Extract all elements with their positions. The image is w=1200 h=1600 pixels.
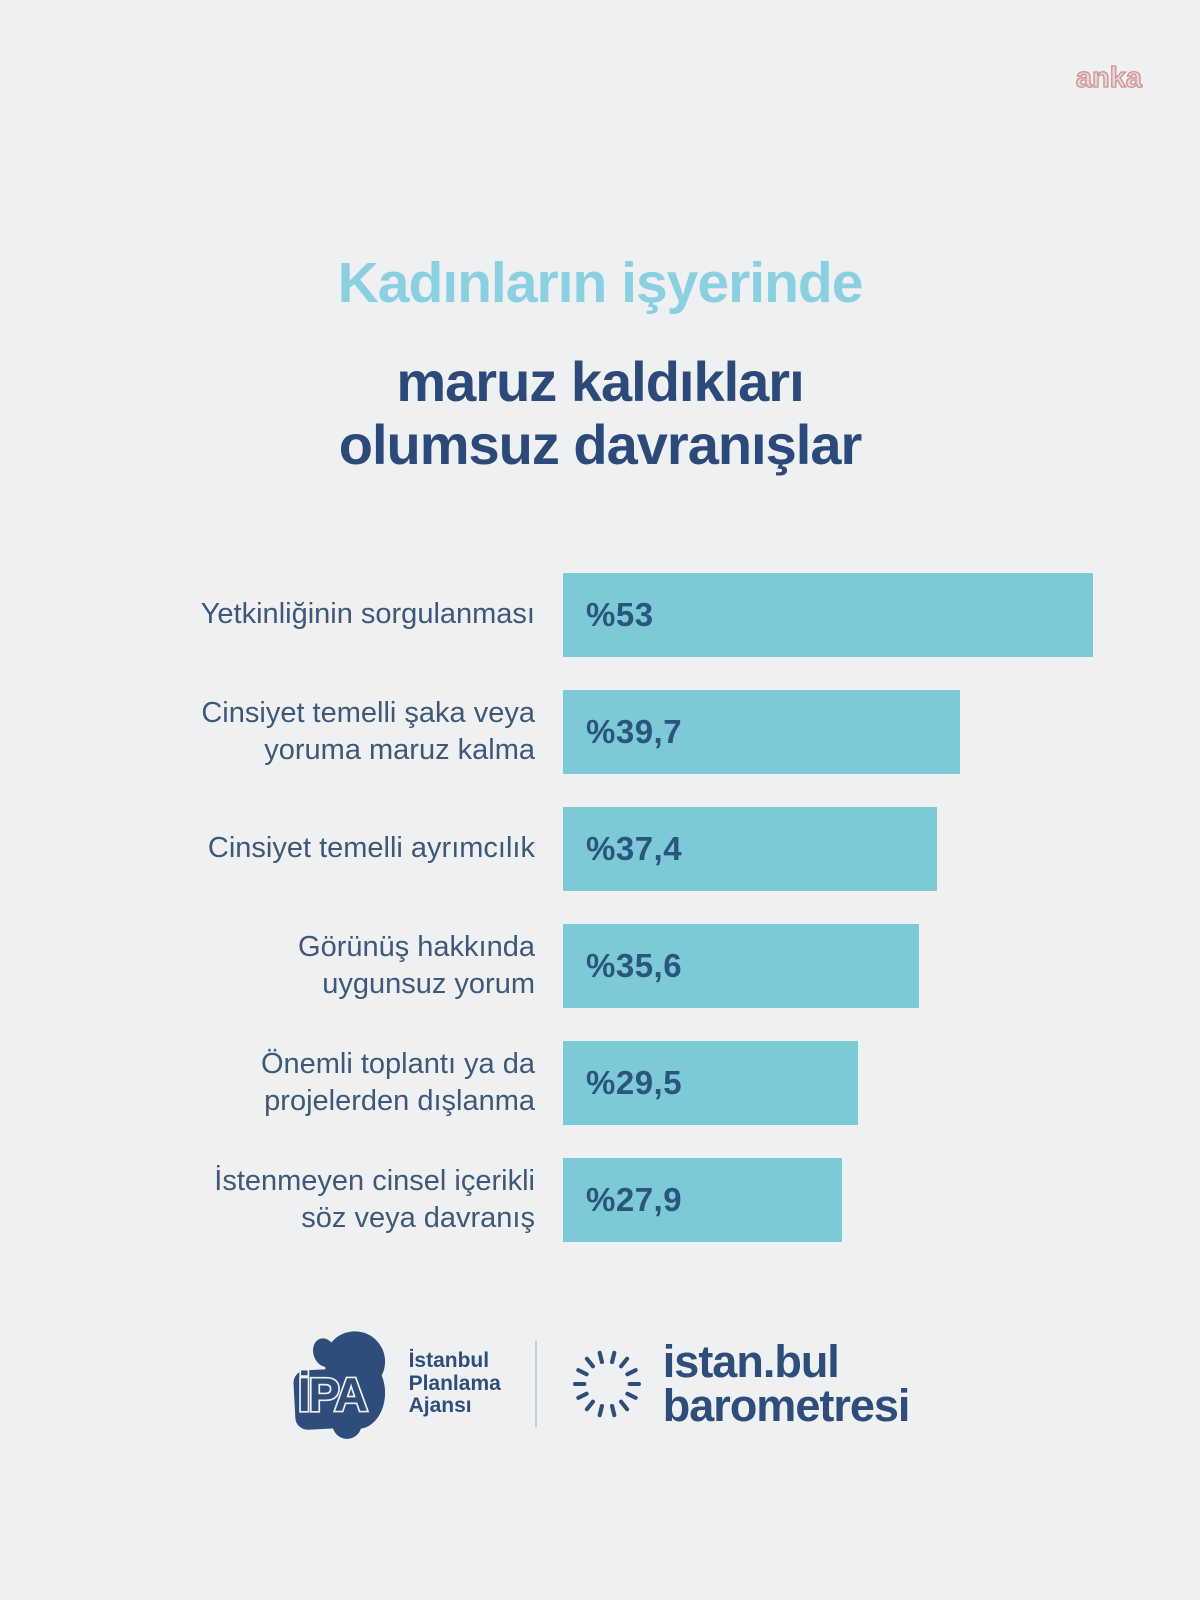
anka-watermark: anka [1075,61,1142,94]
barometresi-line1: istan.bul [662,1335,840,1387]
bar: %35,6 [563,924,919,1008]
page-title: Kadınların işyerinde maruz kaldıkları ol… [0,250,1200,477]
ipa-abbr-text: İPA [297,1368,366,1421]
title-line-3: olumsuz davranışlar [338,413,863,477]
bar-track: %27,9 [563,1158,1093,1242]
category-label: İstenmeyen cinsel içerikli söz veya davr… [214,1164,535,1234]
sunburst-icon [572,1350,641,1418]
footer-logos: İPA İstanbul Planlama Ajansı [0,1328,1200,1440]
bar-value-label: %53 [586,596,654,633]
ipa-name-line1: İstanbul [408,1349,490,1373]
bar-track: %29,5 [563,1041,1093,1125]
category-label: Cinsiyet temelli ayrımcılık [207,832,535,865]
bar-track: %39,7 [563,690,1093,774]
istanbul-barometresi-logo: istan.bul barometresi [572,1335,911,1431]
bar-track: %35,6 [563,924,1093,1008]
barometresi-wordmark: istan.bul barometresi [662,1335,911,1431]
title-line-light: Kadınların işyerinde [337,251,864,315]
chart-row: Cinsiyet temelli şaka veya yoruma maruz … [118,690,1093,774]
bar-value-label: %39,7 [586,713,683,750]
bar: %53 [563,573,1093,657]
bar: %29,5 [563,1041,858,1125]
ipa-name: İstanbul Planlama Ajansı [408,1349,501,1418]
chart-row: Önemli toplantı ya da projelerden dışlan… [118,1041,1093,1125]
category-label: Yetkinliğinin sorgulanması [200,598,535,631]
bar-track: %53 [563,573,1093,657]
ipa-name-line2: Planlama [408,1371,501,1395]
chart-row: Yetkinliğinin sorgulanması %53 [118,573,1093,657]
ipa-logo: İPA İstanbul Planlama Ajansı [291,1328,501,1440]
chart-row: İstenmeyen cinsel içerikli söz veya davr… [118,1158,1093,1242]
chart-row: Görünüş hakkında uygunsuz yorum %35,6 [118,924,1093,1008]
category-label: Cinsiyet temelli şaka veya yoruma maruz … [201,696,535,766]
bar: %27,9 [563,1158,842,1242]
category-label: Önemli toplantı ya da projelerden dışlan… [260,1047,535,1117]
bar: %39,7 [563,690,960,774]
bar-track: %37,4 [563,807,1093,891]
bar-value-label: %27,9 [586,1181,683,1218]
bar-chart: Yetkinliğinin sorgulanması %53 Cinsiyet … [118,573,1093,1275]
logo-divider [534,1341,537,1427]
barometresi-line2: barometresi [662,1380,911,1431]
chart-row: Cinsiyet temelli ayrımcılık %37,4 [118,807,1093,891]
title-lines-dark: maruz kaldıkları olumsuz davranışlar [0,350,1200,477]
title-line-2: maruz kaldıkları [396,350,804,413]
category-label: Görünüş hakkında uygunsuz yorum [298,930,535,1000]
bar-value-label: %37,4 [586,830,683,867]
ipa-head-icon: İPA [293,1331,385,1439]
bar: %37,4 [563,807,937,891]
bar-value-label: %35,6 [586,947,683,984]
ipa-name-line3: Ajansı [408,1394,472,1418]
bar-value-label: %29,5 [586,1064,683,1101]
